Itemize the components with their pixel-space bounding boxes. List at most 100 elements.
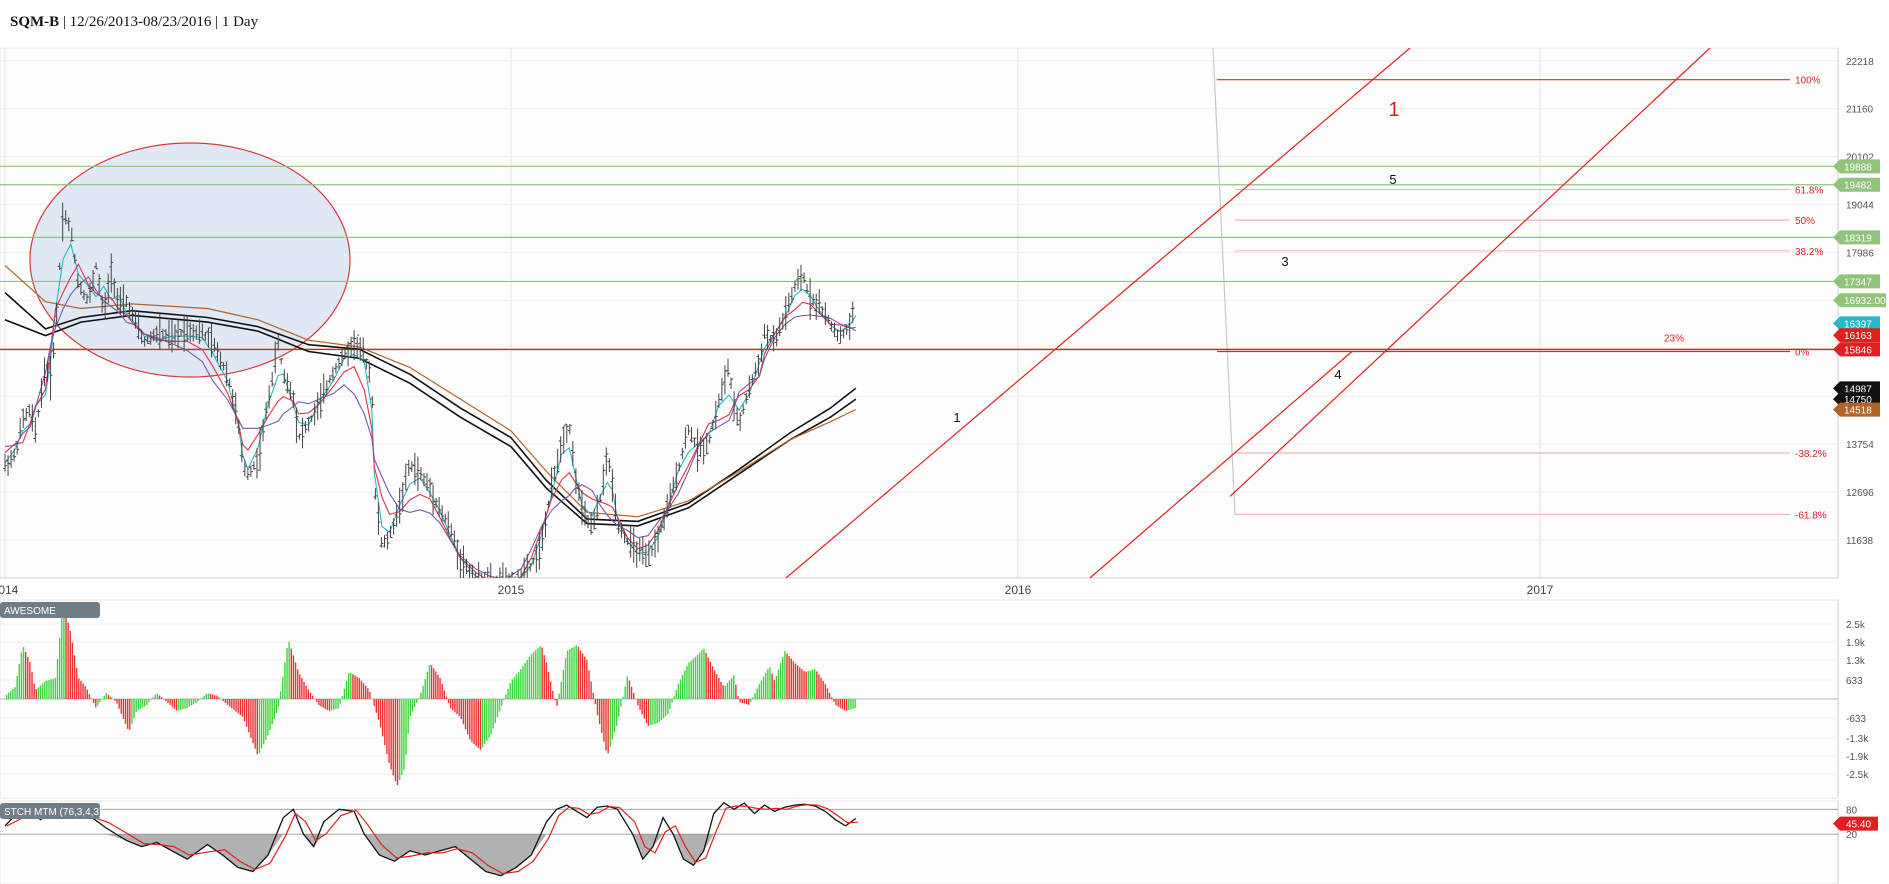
price-tick-label: 11638 [1846,536,1874,547]
chart-range-label: | 12/26/2013-08/23/2016 | 1 Day [59,14,259,30]
elliott-wave-label: 3 [1281,254,1288,269]
chart-title: SQM-B | 12/26/2013-08/23/2016 | 1 Day [10,14,258,31]
elliott-wave-label: 1 [953,410,960,425]
price-tag-text: 16163 [1844,331,1872,342]
fib-level-label: 61.8% [1795,185,1823,196]
price-tag-text: 17347 [1844,277,1872,288]
price-tag-bg [1833,159,1880,174]
price-tag-text: 19888 [1844,162,1872,173]
price-tag-bg [1833,342,1880,357]
awesome-tick-label: 633 [1846,676,1863,687]
time-tick-label: 2015 [498,583,525,597]
price-tick-label: 19044 [1846,201,1874,212]
awesome-label: AWESOME [4,606,56,617]
stoch-plot-area [0,800,1839,884]
stoch-label-tag: STCH MTM (76,3,4,3) [0,803,102,819]
awesome-label-bg [0,602,100,618]
time-tick-label: 2016 [1005,583,1032,597]
awesome-tick-label: 2.5k [1846,620,1866,631]
stoch-signal-line [6,804,858,875]
price-tag-text: 16932.00 [1844,296,1886,307]
short-moving-average [4,242,857,578]
price-tick-label: 17986 [1846,248,1874,259]
elliott-wave-label: 4 [1334,367,1341,382]
price-tick-label: 13754 [1846,440,1874,451]
awesome-label-tag: AWESOME [0,602,100,618]
price-tag-bg [1833,293,1886,308]
price-tag-bg [1833,316,1880,331]
elliott-wave-label: 5 [1389,172,1396,187]
stoch-label-bg [0,803,100,819]
price-tag: 19482 [1833,177,1880,192]
channel-upper-line [785,48,1411,578]
price-tag-text: 14518 [1844,406,1872,417]
stoch-value-tag: 45.40 [1833,816,1878,831]
price-tag: 14750 [1833,392,1880,407]
stoch-tick-label: 80 [1846,805,1858,816]
awesome-oscillator-panel[interactable]: 2.5k 1.9k 1.3k 633 -633 -1.3k -1.9k -2.5k AWESOM… [0,599,1869,799]
short-moving-average [4,263,856,578]
stoch-tick-label: 20 [1846,830,1858,841]
price-tag-text: 14987 [1844,384,1872,395]
fib-level-label: -38.2% [1795,449,1827,460]
price-tag-bg [1833,230,1880,245]
long-moving-average [4,264,857,518]
fib-level-label: -61.8% [1795,511,1827,522]
awesome-tick-label: -1.3k [1846,734,1869,745]
channel-lower-line [1229,48,1711,497]
short-moving-average [4,276,857,578]
awesome-tick-label: -633 [1846,714,1866,725]
price-tick-label: 20102 [1846,153,1874,164]
price-plot-clip [0,48,1838,578]
awesome-tick-label: -1.9k [1846,752,1869,763]
awesome-tick-label: -2.5k [1846,770,1869,781]
fib-level-label: 0% [1795,348,1810,359]
stoch-label: STCH MTM (76,3,4,3) [4,807,102,818]
price-tag: 16932.00 [1833,293,1886,308]
price-panel[interactable]: 2221821160201021904417986169281587014812… [0,47,1886,602]
fib-level-label: 100% [1795,76,1821,87]
fib-trend-line [1212,48,1236,515]
price-tag-text: 16397 [1844,319,1872,330]
stoch-oversold-fill [5,834,856,876]
price-tag-text: 14750 [1844,395,1872,406]
price-tag: 17347 [1833,274,1880,289]
price-tag-bg [1833,328,1880,343]
long-moving-average [4,314,857,527]
price-tag: 14518 [1833,402,1880,417]
awesome-tick-label: 1.9k [1846,638,1866,649]
price-tag: 18319 [1833,230,1880,245]
price-tag-bg [1833,274,1880,289]
fib-level-label: 38.2% [1795,247,1823,258]
price-tick-label: 12696 [1846,488,1874,499]
price-tag-bg [1833,402,1880,417]
elliott-wave-label: 1 [1388,99,1399,121]
price-tag-text: 19482 [1844,181,1872,192]
price-tag-bg [1833,177,1880,192]
awesome-tick-label: 1.3k [1846,656,1866,667]
long-moving-average [4,292,857,523]
awesome-clip [5,605,856,786]
price-tag: 15846 [1833,342,1880,357]
price-tag-bg [1833,392,1880,407]
symbol-label: SQM-B [10,14,60,30]
price-tick-label: 21160 [1846,105,1874,116]
price-tag: 14987 [1833,381,1880,396]
time-tick-label: 2017 [1527,583,1554,597]
price-tag-text: 18319 [1844,233,1872,244]
price-tick-label: 22218 [1846,57,1874,68]
price-tag-text: 15846 [1844,345,1872,356]
stochastic-momentum-panel[interactable]: 80 20 STCH MTM (76,3,4,3) 45.40 [0,800,1878,884]
stoch-clip [0,801,1838,877]
price-tag: 16163 [1833,328,1880,343]
stoch-value-tag-bg [1833,816,1878,831]
price-tag: 19888 [1833,159,1880,174]
trend-support-line [1089,351,1353,578]
time-tick-label: 2014 [0,583,19,597]
price-tag-bg [1833,381,1880,396]
red-level-percent: 23% [1664,333,1684,344]
stoch-value-text: 45.40 [1846,820,1871,831]
price-tag: 16397 [1833,316,1880,331]
fib-level-label: 50% [1795,216,1815,227]
